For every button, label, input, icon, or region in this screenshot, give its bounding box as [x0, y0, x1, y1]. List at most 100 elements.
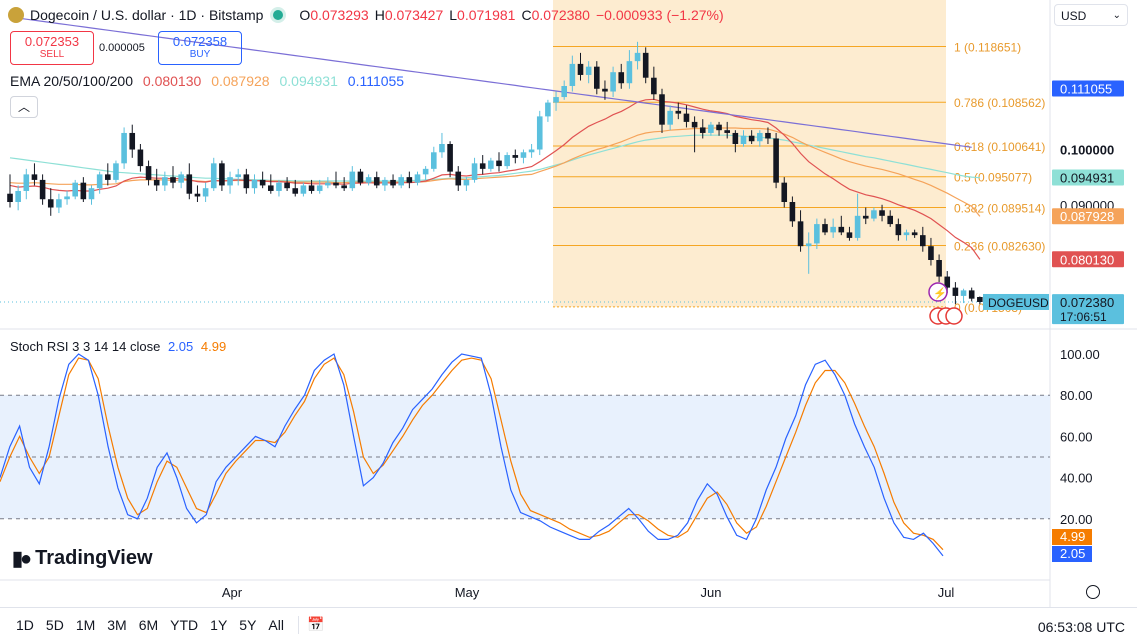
high-label: H [374, 7, 385, 23]
currency-select[interactable]: USD ⌄ [1054, 4, 1128, 26]
candle-body [292, 188, 299, 194]
candle-body [822, 224, 828, 233]
candle-body [96, 174, 103, 189]
candle-body [610, 72, 616, 92]
timeframe-1d[interactable]: 1D [16, 616, 34, 633]
candle-body [496, 160, 502, 167]
low-value: 0.071981 [457, 7, 516, 23]
tradingview-logo: ▮● TradingView [12, 545, 153, 571]
candle-body [854, 215, 861, 238]
candle-body [463, 179, 470, 186]
candle-body [903, 232, 910, 236]
candle-body [553, 97, 559, 103]
sell-label: SELL [39, 49, 65, 60]
candle-body [618, 72, 625, 84]
candle-body [47, 199, 54, 208]
timeframe-1m[interactable]: 1M [75, 616, 96, 633]
symbol-title[interactable]: Dogecoin / U.S. dollar · 1D · Bitstamp [30, 7, 264, 23]
candle-body [814, 224, 820, 244]
calendar-icon[interactable]: 📅 [306, 616, 325, 632]
sell-price: 0.072353 [24, 34, 80, 49]
candle-body [871, 210, 877, 219]
tradingview-logo-icon: ▮● [12, 547, 32, 570]
stoch-k-line [0, 353, 944, 557]
candle-body [153, 179, 160, 186]
symbol-tag [983, 293, 1049, 310]
open-value: 0.073293 [310, 7, 369, 23]
timeframe-6m[interactable]: 6M [138, 616, 159, 633]
timeframe-ytd[interactable]: YTD [170, 616, 199, 633]
candle-body [520, 152, 527, 158]
candle-body [276, 182, 282, 191]
stoch-axis-tick: 80.00 [1060, 388, 1093, 403]
ema50-value: 0.087928 [211, 73, 270, 89]
candle-body [316, 185, 323, 191]
dogecoin-logo-icon [8, 7, 24, 23]
candle-body [129, 132, 136, 150]
fib-level-label: 0.618 (0.100641) [954, 140, 1045, 154]
candle-body [186, 174, 193, 194]
collapse-legend-button[interactable]: ︿ [10, 96, 38, 118]
candle-body [781, 182, 788, 202]
buy-label: BUY [189, 49, 211, 60]
timeframe-all[interactable]: All [268, 616, 284, 633]
close-label: C [521, 7, 532, 23]
candle-body [431, 152, 437, 169]
time-axis-tick: Jun [701, 585, 722, 600]
candle-body [634, 52, 641, 62]
timeframe-5y[interactable]: 5Y [239, 616, 257, 633]
candle-body [439, 144, 445, 153]
candle-body [797, 221, 804, 247]
gear-icon[interactable] [1086, 585, 1100, 599]
us-economic-event-icon [945, 307, 963, 325]
buy-button[interactable]: 0.072358 BUY [158, 31, 242, 65]
stoch-legend[interactable]: Stoch RSI 3 3 14 14 close 2.05 4.99 [10, 339, 226, 354]
stoch-k-axis-label [1052, 546, 1092, 562]
candle-body [748, 135, 755, 142]
time-axis-tick: Apr [222, 585, 243, 600]
candle-body [7, 193, 13, 202]
ema200-line [9, 16, 972, 148]
time-axis-tick: May [455, 585, 480, 600]
timeframe-5d[interactable]: 5D [45, 616, 64, 633]
candle-body [455, 171, 462, 186]
candle-body [170, 177, 176, 183]
candle-body [561, 86, 567, 98]
candle-body [479, 163, 486, 169]
tradingview-logo-text: TradingView [35, 546, 153, 569]
price-axis-label-text: 0.080130 [1060, 252, 1114, 267]
chart-header: Dogecoin / U.S. dollar · 1D · Bitstamp O… [8, 4, 724, 26]
timeframe-3m[interactable]: 3M [107, 616, 127, 633]
candle-body [268, 185, 274, 191]
candle-body [789, 202, 796, 222]
candle-body [879, 210, 885, 216]
candle-body [536, 116, 543, 150]
candle-body [805, 243, 812, 247]
clock[interactable]: 06:53:08 UTC [1037, 619, 1125, 635]
ema-legend[interactable]: EMA 20/50/100/200 0.080130 0.087928 0.09… [10, 73, 410, 89]
timeframe-1y[interactable]: 1Y [210, 616, 228, 633]
candle-body [642, 52, 649, 78]
stoch-k-value: 2.05 [167, 339, 194, 354]
candle-body [365, 177, 372, 183]
candle-body [928, 246, 934, 260]
change-value: −0.000933 (−1.27%) [595, 7, 724, 23]
candle-body [862, 215, 869, 219]
candle-body [308, 185, 315, 191]
sell-button[interactable]: 0.072353 SELL [10, 31, 94, 65]
candle-body [300, 185, 307, 194]
stoch-legend-label: Stoch RSI 3 3 14 14 close [10, 339, 161, 354]
candle-body [830, 226, 836, 233]
candle-body [121, 132, 127, 164]
candle-body [210, 163, 217, 189]
candle-body [88, 188, 95, 200]
candle-body [447, 144, 453, 172]
candle-body [284, 182, 290, 189]
candle-body [724, 130, 730, 133]
candle-body [398, 177, 404, 186]
candle-body [243, 174, 250, 189]
fib-level-label: 0.236 (0.082630) [954, 239, 1045, 253]
price-axis-label [1052, 208, 1124, 225]
candle-body [887, 215, 893, 225]
